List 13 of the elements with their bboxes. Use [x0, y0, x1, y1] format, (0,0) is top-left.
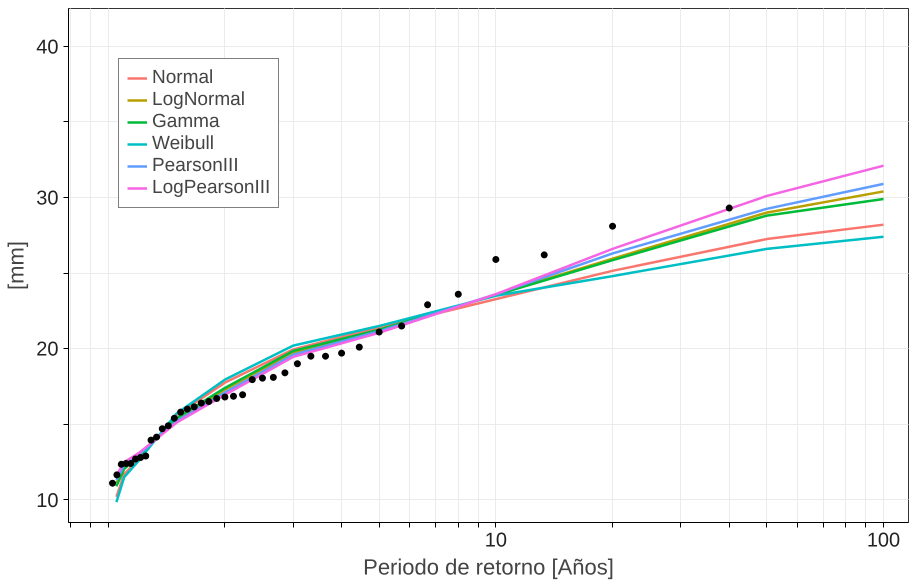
- legend-label: LogPearsonIII: [152, 177, 270, 199]
- legend-label: LogNormal: [152, 89, 245, 111]
- y-tick-label: 20: [36, 338, 59, 361]
- y-tick-label: 30: [36, 187, 59, 210]
- legend-label: Normal: [152, 67, 214, 89]
- y-axis-title: [mm]: [3, 241, 28, 290]
- legend-label: PearsonIII: [152, 155, 239, 177]
- x-axis-title: Periodo de retorno [Años]: [363, 554, 614, 580]
- x-tick-label: 100: [866, 530, 900, 552]
- legend-label: Weibull: [152, 133, 214, 155]
- y-tick-label: 40: [36, 36, 59, 58]
- y-tick-label: 10: [36, 490, 59, 512]
- legend-label: Gamma: [152, 111, 220, 133]
